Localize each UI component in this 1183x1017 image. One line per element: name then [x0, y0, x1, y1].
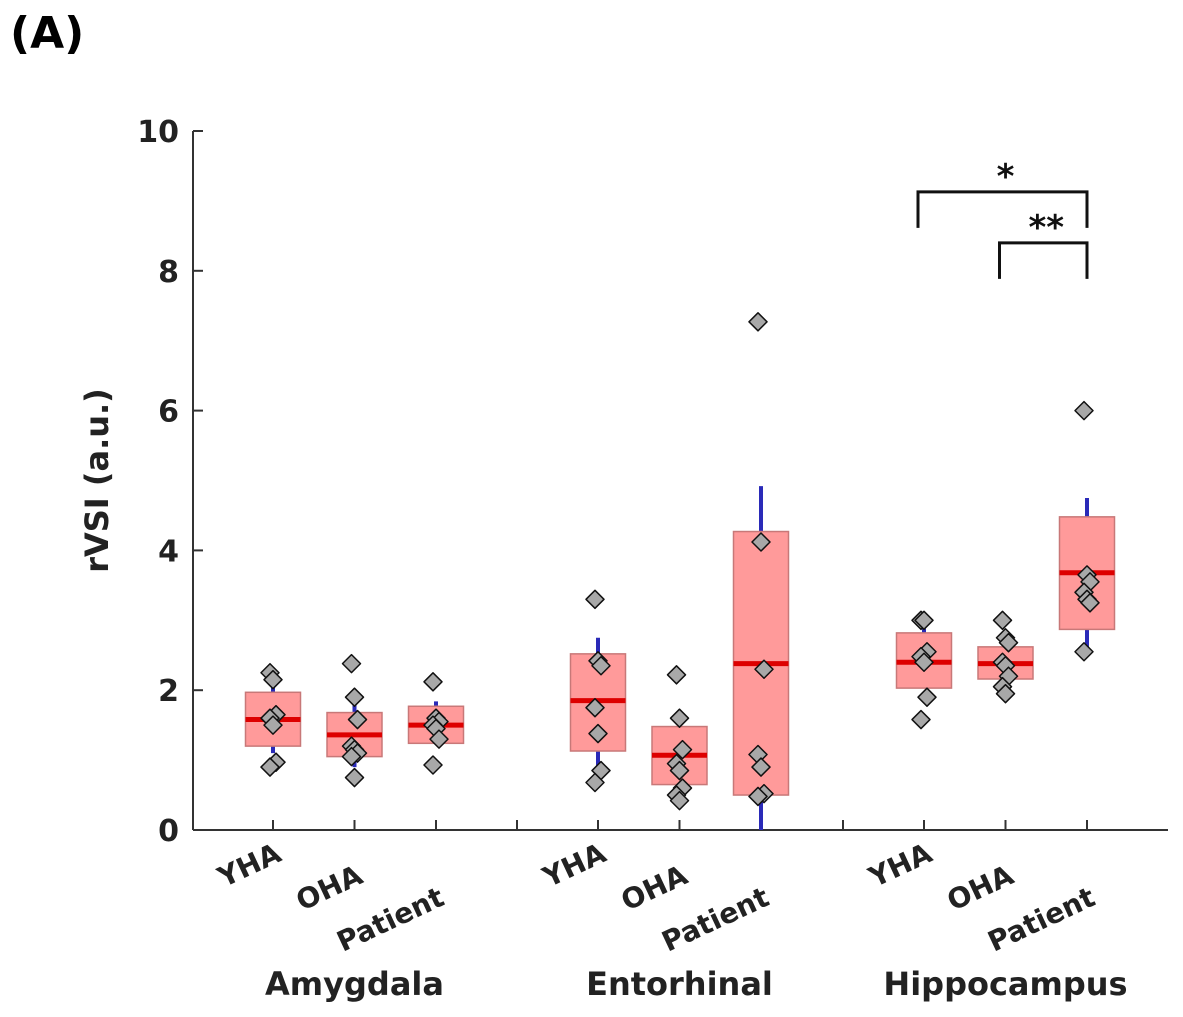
significance-label: **	[1028, 208, 1064, 248]
data-point	[429, 729, 449, 749]
data-point	[751, 532, 771, 552]
data-point	[917, 687, 937, 707]
data-point	[914, 610, 934, 631]
data-point	[423, 672, 443, 692]
group-label: Hippocampus	[883, 965, 1127, 1003]
data-point	[347, 709, 368, 730]
data-point	[995, 683, 1016, 704]
data-point	[748, 786, 768, 807]
data-point	[341, 653, 362, 674]
data-point	[1074, 642, 1094, 662]
y-tick-label: 4	[158, 534, 179, 569]
significance-bracket	[998, 241, 1089, 279]
data-point	[754, 659, 774, 679]
x-tick-label: YHA	[212, 836, 286, 894]
data-point	[669, 708, 690, 728]
data-point	[263, 669, 283, 690]
x-tick-label: OHA	[616, 858, 693, 917]
data-point	[341, 746, 362, 767]
panel-label: (A)	[10, 8, 85, 59]
data-point	[585, 589, 605, 610]
data-point	[260, 757, 280, 777]
data-point	[666, 665, 687, 685]
y-tick-label: 0	[158, 814, 179, 849]
data-point	[263, 715, 283, 735]
significance-bracket	[916, 190, 1089, 228]
data-point	[748, 312, 768, 332]
y-tick-label: 2	[158, 674, 179, 709]
data-point	[669, 790, 690, 811]
data-point	[344, 687, 365, 707]
y-tick-label: 6	[158, 395, 179, 430]
x-tick-label: OHA	[942, 858, 1019, 917]
data-point	[911, 709, 931, 730]
data-point	[1074, 400, 1094, 421]
data-point	[591, 655, 611, 676]
y-tick-label: 10	[137, 115, 179, 150]
data-point	[588, 723, 608, 744]
x-tick-label: YHA	[537, 836, 611, 894]
data-point	[998, 632, 1019, 653]
x-tick-label: OHA	[291, 858, 368, 917]
data-point	[992, 610, 1013, 631]
data-point	[585, 772, 605, 793]
y-tick-label: 8	[158, 255, 179, 290]
data-point	[672, 739, 693, 760]
data-point	[423, 755, 443, 775]
x-tick-label: YHA	[863, 836, 937, 894]
y-axis-label: rVSI (a.u.)	[78, 388, 116, 573]
data-point	[914, 652, 934, 672]
significance-label: *	[997, 157, 1015, 197]
group-label: Entorhinal	[586, 965, 773, 1003]
data-point	[751, 757, 771, 777]
group-label: Amygdala	[265, 965, 444, 1003]
data-point	[669, 760, 690, 781]
data-point	[1080, 593, 1100, 613]
data-point	[585, 697, 605, 718]
data-point	[344, 767, 365, 788]
